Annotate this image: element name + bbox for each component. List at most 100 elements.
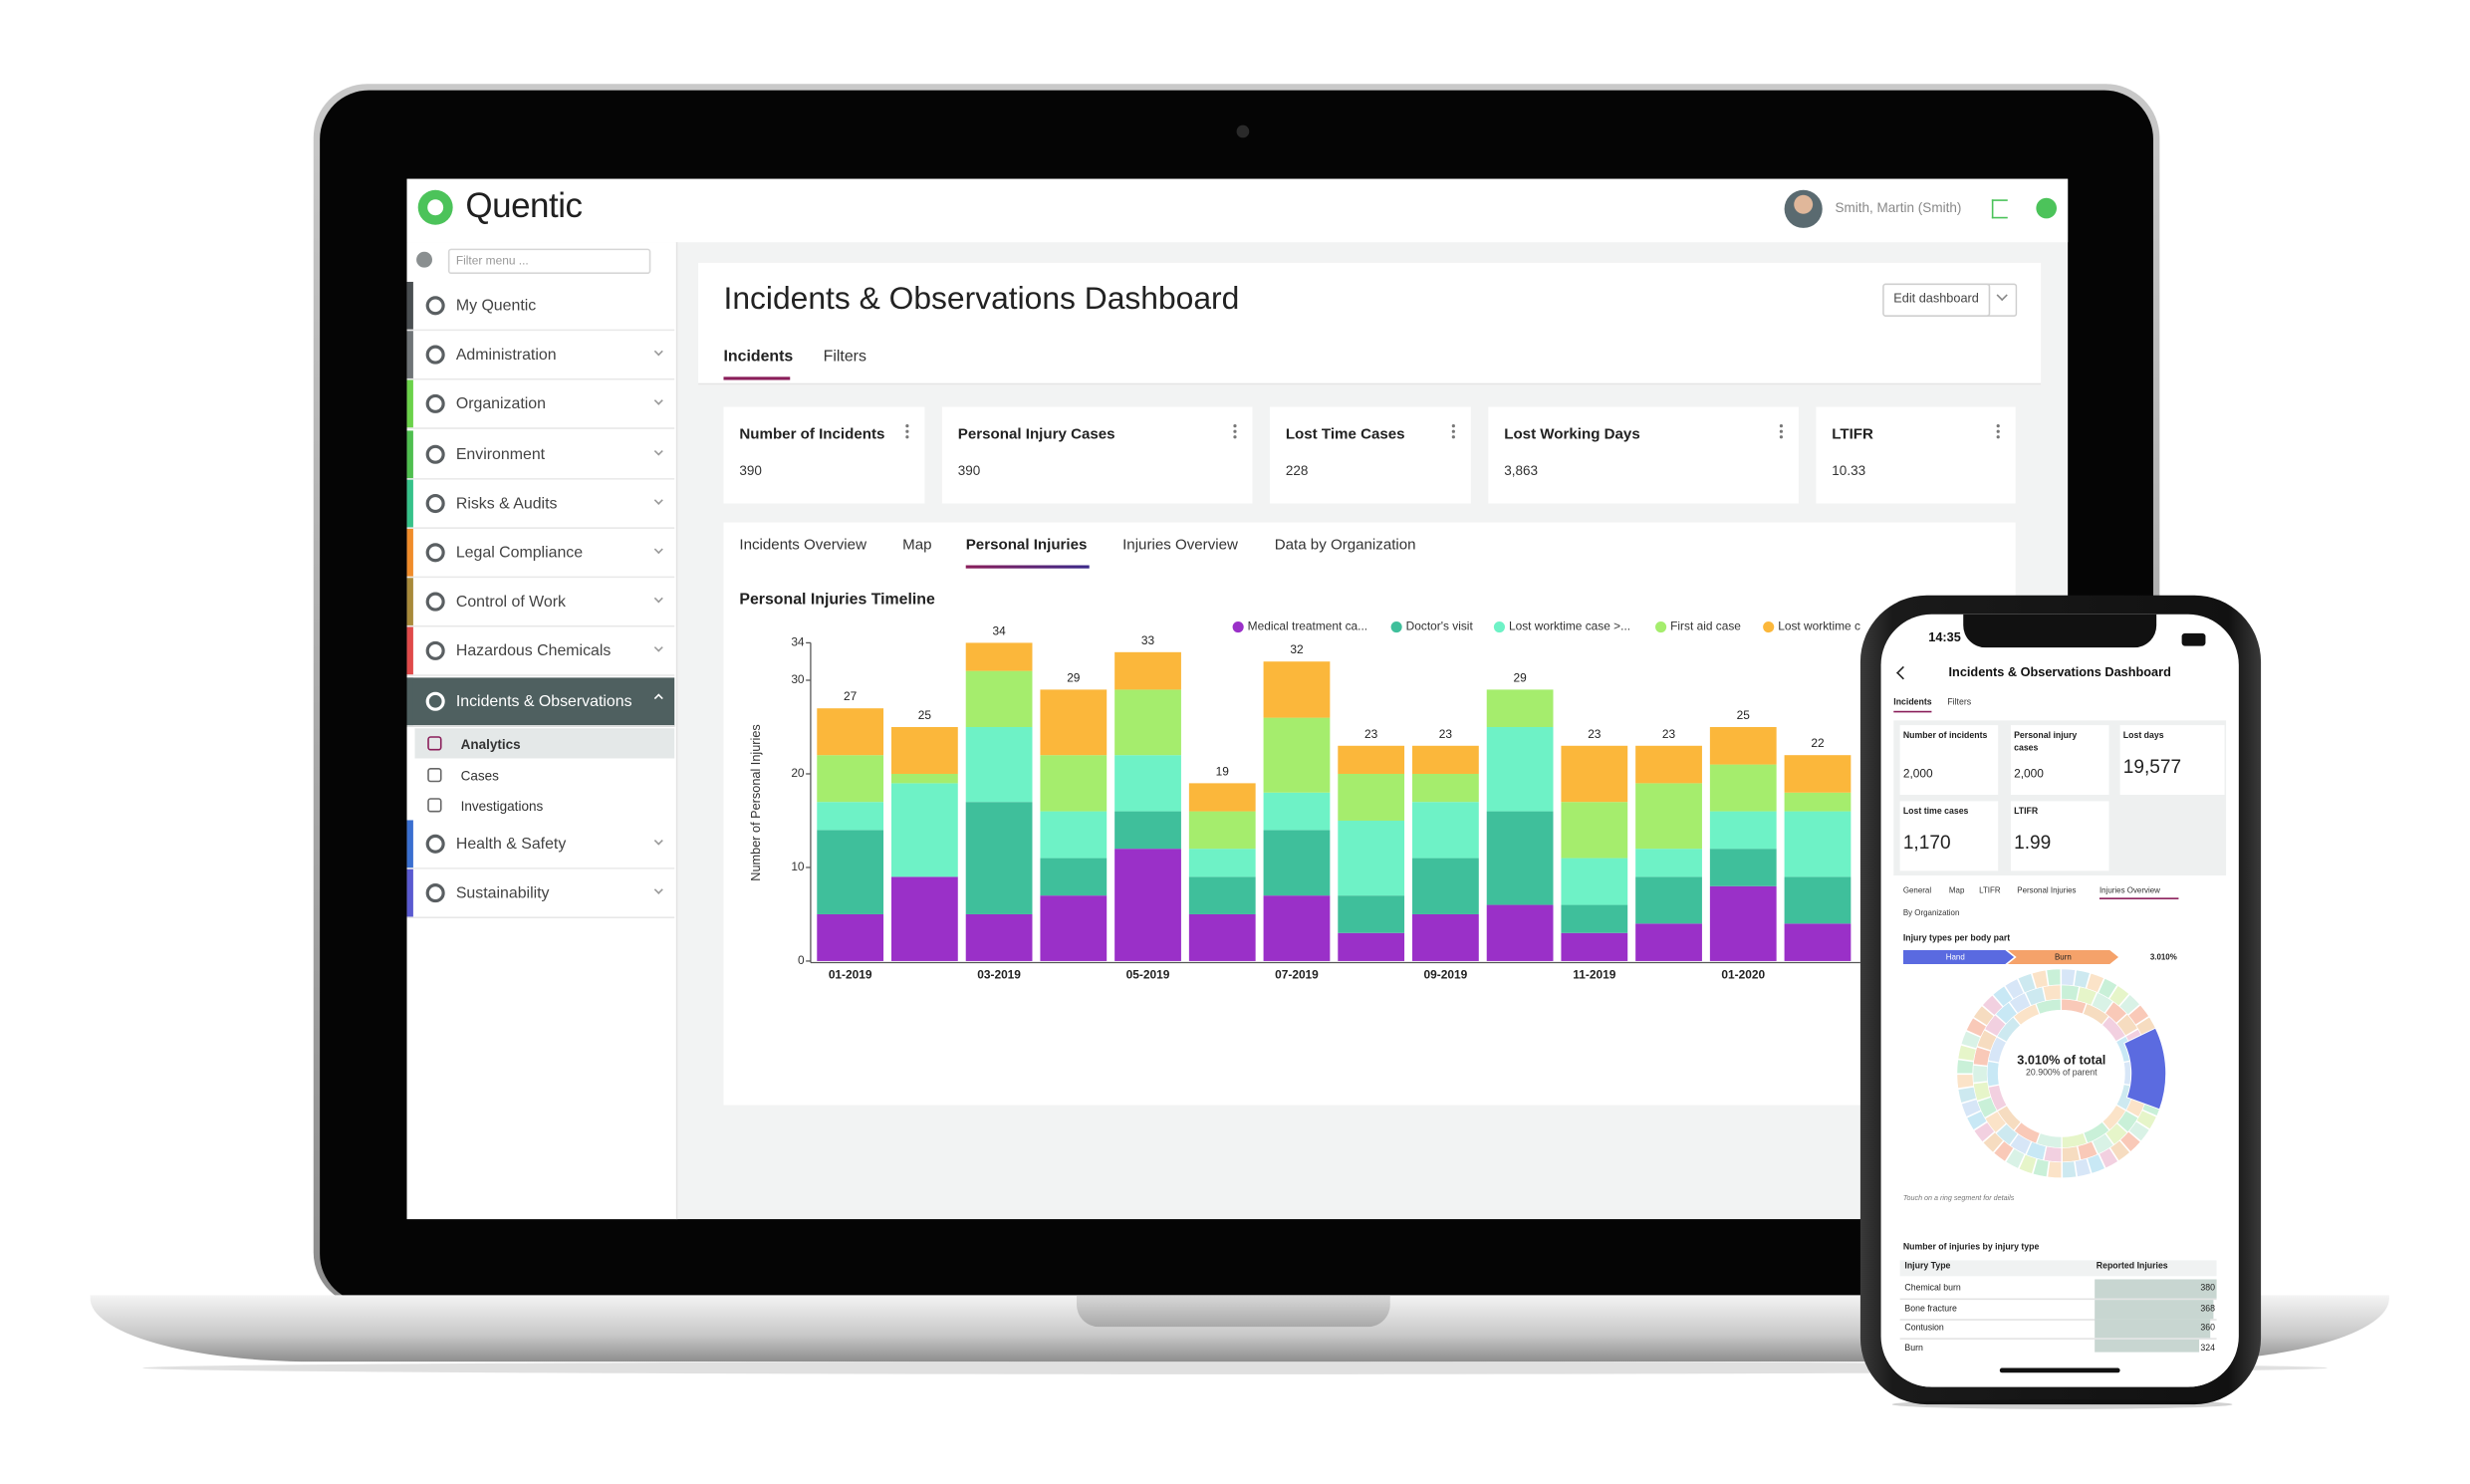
kpi-card: [941, 406, 1253, 504]
bar-segment: [1040, 895, 1108, 961]
phone-subtab[interactable]: Personal Injuries: [2017, 886, 2077, 896]
menu-color-strip: [406, 380, 413, 428]
dashboard-header: [698, 262, 2042, 385]
bar-segment: [1486, 904, 1554, 961]
phone-kpi-card: [2010, 725, 2109, 796]
bar-segment: [1338, 773, 1405, 821]
chart-tab[interactable]: Data by Organization: [1274, 536, 1416, 555]
phone-subtab[interactable]: Map: [1948, 886, 1965, 896]
menu-item[interactable]: [406, 331, 675, 380]
menu-color-strip: [406, 528, 413, 577]
bar-segment: [1784, 923, 1852, 961]
bar-segment: [1188, 783, 1256, 812]
chart-tab[interactable]: Personal Injuries: [965, 536, 1088, 555]
kpi-menu[interactable]: [905, 424, 909, 428]
menu-label: Hazardous Chemicals: [455, 643, 612, 661]
bar-segment: [1561, 932, 1628, 961]
submenu-label[interactable]: Analytics: [460, 736, 521, 753]
edit-dashboard-button[interactable]: [1882, 283, 1991, 317]
submenu-label[interactable]: Investigations: [460, 798, 544, 815]
chart-tab[interactable]: Injuries Overview: [1122, 536, 1238, 555]
phone-kpi-card: [1899, 801, 1999, 871]
menu-item[interactable]: [406, 627, 675, 677]
menu-color-strip: [406, 627, 413, 675]
ring-segment: [1957, 1087, 1977, 1104]
dashboard-menu-button[interactable]: [1987, 283, 2018, 317]
filter-input[interactable]: [447, 248, 651, 275]
tab-incidents[interactable]: Incidents: [723, 348, 794, 367]
bar-segment: [1486, 689, 1554, 727]
kpi-label: Personal Injury Cases: [957, 425, 1115, 444]
user-name[interactable]: Smith, Martin (Smith): [1835, 199, 1962, 216]
collapse-button[interactable]: [416, 251, 432, 268]
bar-segment: [1784, 876, 1852, 924]
menu-item[interactable]: [406, 578, 675, 627]
phone-tab[interactable]: Filters: [1947, 698, 1972, 708]
phone-kpi-value: 1.99: [2014, 831, 2052, 854]
menu-color-strip: [406, 676, 413, 725]
bar-segment: [1338, 932, 1405, 961]
bar-total-label: 33: [1141, 633, 1155, 647]
bar-total-label: 23: [1439, 727, 1453, 741]
legend-label: First aid case: [1670, 619, 1741, 633]
bar-segment: [1635, 849, 1702, 877]
bar-segment: [1188, 913, 1256, 961]
bar-segment: [1040, 811, 1108, 859]
bar-segment: [1412, 745, 1479, 774]
table-header: Reported Injuries: [2096, 1261, 2168, 1272]
bar-segment: [1561, 858, 1628, 905]
table-cell: 360: [2200, 1323, 2215, 1334]
kpi-label: LTIFR: [1832, 425, 1873, 444]
menu-item[interactable]: [406, 869, 675, 919]
bar-segment: [1412, 913, 1479, 961]
menu-item[interactable]: [406, 479, 675, 529]
menu-label: Risks & Audits: [455, 495, 558, 513]
menu-label: Organization: [455, 396, 546, 414]
phone-tab[interactable]: Incidents: [1893, 698, 1932, 708]
chart-title: Personal Injuries Timeline: [739, 592, 935, 609]
y-tick-label: 0: [798, 953, 805, 967]
submenu-label[interactable]: Cases: [460, 767, 499, 784]
menu-item[interactable]: [406, 676, 675, 727]
menu-label: Sustainability: [455, 884, 550, 903]
table-cell: 368: [2200, 1304, 2215, 1314]
bar-segment: [1561, 745, 1628, 803]
tab-filters[interactable]: Filters: [823, 348, 866, 367]
ring-segment-selected: [2123, 1027, 2167, 1111]
kpi-menu[interactable]: [1451, 424, 1455, 428]
kpi-menu[interactable]: [1233, 424, 1237, 428]
kpi-menu[interactable]: [1996, 424, 2000, 428]
bar-segment: [1709, 849, 1777, 886]
bar-segment: [965, 670, 1033, 727]
x-tick-label: 11-2019: [1573, 967, 1615, 981]
help-icon[interactable]: [2036, 197, 2058, 219]
ring-segment: [2098, 977, 2118, 999]
menu-item[interactable]: [406, 380, 675, 430]
menu-item[interactable]: [406, 429, 675, 480]
ring-segment: [2119, 1130, 2141, 1152]
phone-kpi-value: 2,000: [2014, 766, 2044, 781]
phone-subtab[interactable]: General: [1902, 886, 1932, 896]
y-tick-label: 34: [791, 635, 805, 649]
kpi-card: [1816, 406, 2016, 504]
menu-item[interactable]: [406, 528, 675, 579]
menu-icon: [425, 394, 445, 414]
sunburst[interactable]: [1881, 615, 2239, 1387]
bar-segment: [1263, 895, 1331, 961]
chart-tab[interactable]: Map: [902, 536, 932, 555]
chart-tab[interactable]: Incidents Overview: [739, 536, 866, 555]
menu-item[interactable]: [406, 281, 675, 332]
bar-segment: [1263, 792, 1331, 831]
kpi-menu[interactable]: [1779, 424, 1784, 428]
logout-icon[interactable]: [1991, 199, 2008, 219]
submenu-icon: [427, 798, 442, 813]
bar-segment: [1709, 726, 1777, 765]
phone-subtab[interactable]: Injuries Overview: [2099, 886, 2160, 896]
bar-segment: [1784, 792, 1852, 812]
bar-segment: [1709, 811, 1777, 850]
menu-item[interactable]: [406, 820, 675, 869]
phone-subtab[interactable]: LTIFR: [1979, 886, 2001, 896]
ring-segment: [1957, 1044, 1977, 1062]
menu-label: Environment: [455, 445, 546, 464]
